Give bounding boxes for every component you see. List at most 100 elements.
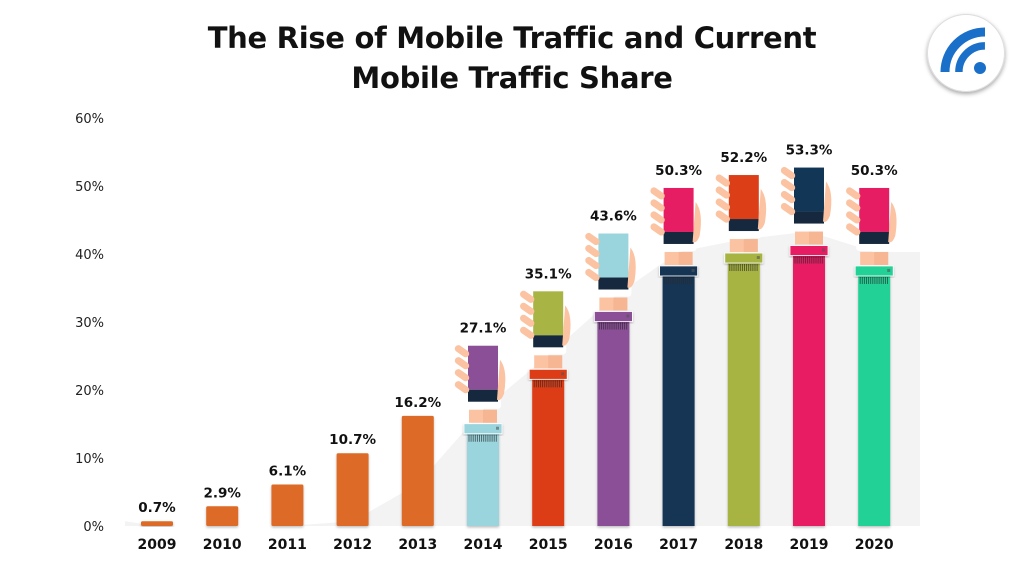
cuff-stripes bbox=[598, 322, 628, 330]
arm-cuff bbox=[528, 368, 568, 380]
wifi-outer-arc bbox=[940, 27, 986, 73]
thumb bbox=[627, 247, 636, 288]
thumb bbox=[692, 201, 701, 243]
finger bbox=[846, 211, 861, 224]
thumb bbox=[823, 181, 832, 222]
bar-2019 bbox=[780, 164, 832, 526]
bar bbox=[401, 415, 434, 526]
thumb bbox=[497, 359, 506, 401]
x-tick-label: 2016 bbox=[594, 537, 633, 553]
data-label: 53.3% bbox=[786, 143, 833, 159]
wrist-shade bbox=[548, 355, 563, 369]
phone-screen-bottom bbox=[468, 389, 498, 402]
cuff-button bbox=[887, 268, 891, 272]
bars-layer bbox=[141, 164, 897, 526]
phone-screen bbox=[663, 187, 694, 232]
data-label: 43.6% bbox=[590, 209, 637, 225]
cuff-button bbox=[496, 426, 499, 430]
thumb bbox=[888, 201, 897, 243]
chart-title-line-2: Mobile Traffic Share bbox=[351, 61, 673, 95]
finger bbox=[454, 345, 470, 358]
finger bbox=[846, 223, 861, 236]
background-band bbox=[125, 231, 920, 526]
arm-cuff bbox=[789, 245, 829, 256]
x-tick-label: 2009 bbox=[138, 537, 177, 553]
finger bbox=[715, 186, 730, 199]
x-tick-label: 2012 bbox=[333, 537, 372, 553]
data-label: 6.1% bbox=[269, 464, 307, 480]
wifi-inner-arc bbox=[955, 42, 986, 73]
wrist-shade bbox=[483, 409, 497, 423]
data-label: 16.2% bbox=[394, 395, 441, 411]
finger bbox=[520, 326, 535, 339]
finger bbox=[780, 166, 796, 180]
cuff-button bbox=[691, 268, 695, 272]
logo-badge bbox=[927, 14, 1005, 92]
cuff-button bbox=[626, 314, 630, 318]
finger bbox=[520, 314, 535, 327]
bar-2011 bbox=[271, 484, 304, 526]
bar bbox=[206, 506, 239, 526]
data-label: 0.7% bbox=[138, 500, 176, 516]
arm-sleeve bbox=[532, 379, 565, 526]
phone-screen bbox=[598, 233, 629, 278]
arm-cuff bbox=[724, 252, 764, 264]
bar bbox=[141, 521, 173, 526]
data-label: 10.7% bbox=[329, 432, 376, 448]
wrist-shade bbox=[743, 239, 758, 253]
y-tick-label: 60% bbox=[75, 112, 104, 127]
arm-cuff bbox=[463, 423, 503, 435]
y-tick-label: 10% bbox=[75, 452, 104, 467]
y-tick-label: 0% bbox=[83, 520, 104, 535]
bar bbox=[271, 484, 304, 526]
finger bbox=[650, 199, 665, 212]
y-tick-label: 40% bbox=[75, 248, 104, 263]
finger bbox=[715, 174, 730, 187]
finger bbox=[715, 210, 730, 223]
arm-sleeve bbox=[662, 275, 695, 526]
finger bbox=[780, 202, 796, 216]
data-label: 52.2% bbox=[720, 150, 767, 166]
wifi-dot bbox=[974, 62, 986, 74]
arm-sleeve bbox=[793, 255, 825, 526]
bar bbox=[336, 453, 369, 526]
arm-cuff bbox=[854, 265, 894, 277]
cuff-button bbox=[561, 372, 565, 376]
cuff-stripes bbox=[468, 434, 497, 442]
bar-2020 bbox=[846, 184, 897, 526]
finger bbox=[585, 256, 600, 270]
phone-screen-bottom bbox=[859, 231, 890, 244]
y-tick-label: 50% bbox=[75, 180, 104, 195]
x-tick-label: 2015 bbox=[529, 537, 568, 553]
bar-2013 bbox=[401, 415, 434, 526]
y-axis-tick-labels: 0% 10% 20% 30% 40% 50% 60% bbox=[75, 112, 104, 535]
arm-sleeve bbox=[467, 433, 499, 526]
bar-2010 bbox=[206, 506, 239, 526]
y-tick-label: 30% bbox=[75, 316, 104, 331]
x-tick-label: 2018 bbox=[724, 537, 763, 553]
phone-screen-bottom bbox=[663, 231, 694, 244]
x-tick-label: 2019 bbox=[790, 537, 829, 553]
x-tick-label: 2017 bbox=[659, 537, 698, 553]
phone-screen bbox=[728, 175, 759, 220]
arm-cuff bbox=[659, 265, 698, 277]
finger bbox=[585, 244, 600, 258]
phone-screen-bottom bbox=[533, 335, 564, 348]
data-label: 50.3% bbox=[851, 163, 898, 179]
arm-cuff bbox=[594, 311, 633, 322]
cuff-button bbox=[756, 256, 760, 260]
x-axis-tick-labels: 2009 2010 2011 2012 2013 2014 2015 2016 2017 2018… bbox=[138, 537, 894, 553]
wrist-shade bbox=[613, 297, 628, 311]
data-label: 35.1% bbox=[525, 266, 572, 282]
wifi-signal-icon bbox=[940, 27, 986, 74]
data-label: 27.1% bbox=[460, 321, 507, 337]
arm-sleeve bbox=[858, 275, 891, 526]
x-tick-label: 2011 bbox=[268, 537, 307, 553]
phone-screen bbox=[859, 187, 890, 232]
finger bbox=[650, 187, 665, 200]
bar-2017 bbox=[650, 184, 701, 526]
cuff-stripes bbox=[729, 264, 758, 272]
cuff-button bbox=[822, 248, 825, 252]
finger bbox=[520, 290, 535, 303]
